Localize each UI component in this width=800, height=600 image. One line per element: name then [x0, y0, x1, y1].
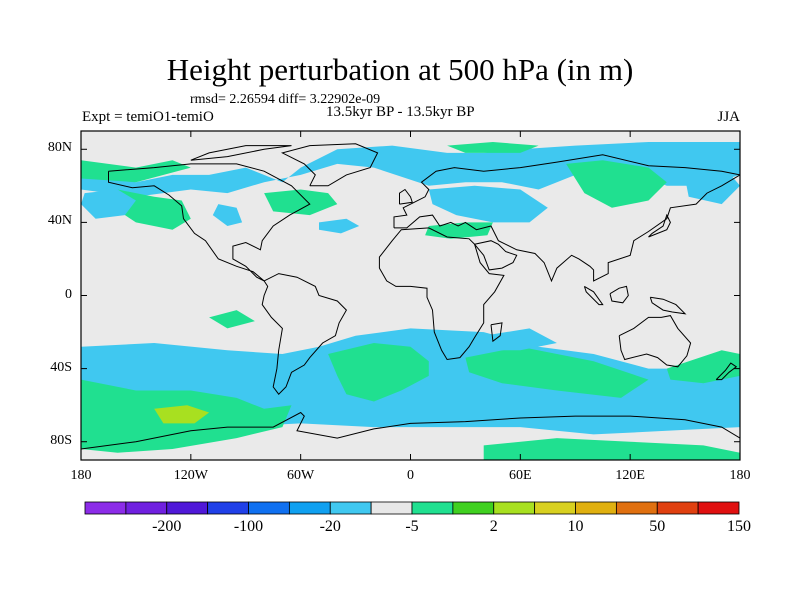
x-tick-label: 180 [729, 468, 751, 483]
figure-title: Height perturbation at 500 hPa (in m) [166, 52, 634, 87]
contour-region-nh-green-atlantic [264, 189, 338, 216]
colorbar-swatch [166, 501, 209, 515]
colorbar-label: 50 [649, 518, 666, 535]
contour-region-equatorial-green-1 [209, 310, 255, 329]
coastline-arctic-islands [190, 145, 292, 161]
x-tick-label: 0 [407, 468, 414, 483]
y-tick-label: 80N [47, 140, 72, 156]
colorbar-swatch [534, 501, 576, 515]
colorbar-swatch [207, 501, 249, 515]
colorbar-label: -20 [319, 518, 341, 535]
colorbar-swatch [370, 501, 413, 515]
colorbar-label: 150 [727, 518, 751, 535]
colorbar-swatch [697, 501, 740, 515]
coastline-eurasia [393, 154, 740, 283]
x-tick-label: 60E [509, 468, 532, 483]
colorbar-swatch [411, 501, 454, 515]
coastline-sumatra [583, 285, 604, 306]
coastline-south-america [261, 273, 348, 395]
colorbar-swatch [248, 501, 290, 515]
colorbar-label: -200 [152, 518, 182, 535]
contour-region-nh-blue-europe [428, 185, 548, 223]
y-tick-label: 80S [50, 432, 72, 448]
coastline-north-america [108, 163, 311, 282]
coastline-new-guinea [649, 296, 687, 315]
coastline-australia [618, 315, 692, 368]
coastline-borneo [609, 285, 629, 304]
colorbar-swatch [84, 501, 127, 515]
coastline-japan [648, 213, 671, 238]
coastline-africa [378, 227, 505, 361]
y-tick-label: 40S [50, 359, 72, 375]
contour-region-sh-green-atlantic [328, 343, 429, 402]
x-tick-label: 180 [70, 468, 92, 483]
colorbar-swatch [329, 501, 372, 515]
experiment-label: Expt = temiO1-temiO [82, 109, 214, 125]
contour-region-sh-green-antarctic [483, 438, 740, 460]
statistics-line: rmsd= 2.26594 diff= 3.22902e-09 [190, 92, 381, 107]
contour-region-equatorial-blue-indian [483, 328, 557, 351]
season-label: JJA [717, 109, 740, 125]
colorbar-swatch [615, 501, 658, 515]
contour-region-nh-blue-na [212, 204, 243, 226]
colorbar-swatch [575, 501, 617, 515]
contour-region-sh-green-indian [465, 346, 649, 398]
colorbar-swatch [452, 501, 495, 515]
period-label: 13.5kyr BP - 13.5kyr BP [326, 104, 475, 120]
colorbar-swatch [288, 501, 331, 515]
coastline-new-zealand [715, 362, 738, 381]
y-tick-label: 0 [65, 286, 72, 302]
coastline-arabia [474, 240, 518, 271]
contour-region-sh-yellowgreen-core [154, 405, 210, 424]
contour-region-nh-green-siberia [566, 160, 667, 208]
contour-region-sh-green-south-pacific [666, 350, 740, 384]
contour-region-nh-blue-pacific-cell [81, 189, 136, 219]
colorbar-label: -100 [233, 518, 264, 535]
colorbar-swatch [656, 501, 699, 515]
colorbar-label: 2 [489, 518, 498, 535]
colorbar-label: -5 [405, 518, 419, 535]
x-tick-label: 120W [173, 468, 208, 483]
colorbar-swatch [493, 501, 536, 515]
coastline-madagascar [490, 322, 503, 343]
contour-region-nh-blue-pacific-east [685, 174, 740, 205]
coastline-british-isles [399, 188, 413, 205]
contour-region-nh-blue-band [81, 142, 740, 197]
y-tick-label: 40N [47, 213, 72, 229]
coastline-antarctica [81, 411, 740, 450]
colorbar-swatch [125, 501, 168, 515]
contour-region-nh-green-arctic [447, 142, 539, 153]
colorbar-label: 10 [567, 518, 584, 535]
x-tick-label: 120E [615, 468, 645, 483]
x-tick-label: 60W [287, 468, 315, 483]
contour-region-nh-blue-atl [319, 218, 360, 234]
coastline-greenland [280, 143, 379, 187]
